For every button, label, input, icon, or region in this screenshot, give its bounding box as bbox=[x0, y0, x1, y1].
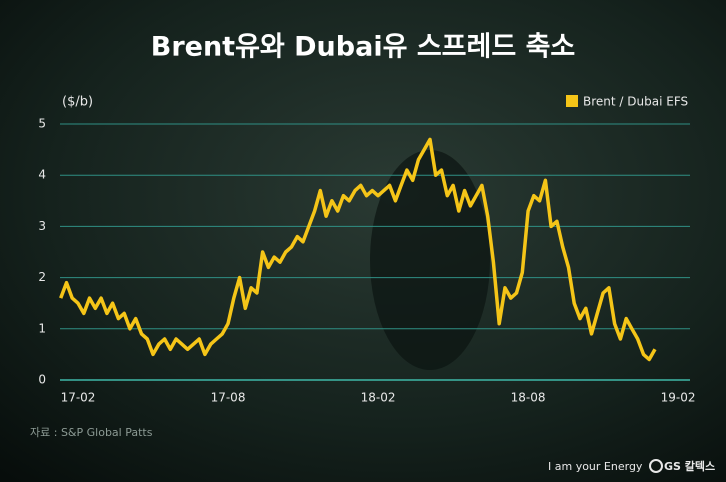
brand-logo bbox=[649, 459, 663, 473]
legend-label: Brent / Dubai EFS bbox=[583, 95, 688, 109]
y-tick-label: 4 bbox=[38, 168, 46, 182]
y-tick-label: 0 bbox=[38, 373, 46, 387]
data-line bbox=[59, 137, 657, 362]
source: 자료 : S&P Global Patts bbox=[30, 426, 153, 439]
brand: GS 칼텍스 bbox=[664, 459, 715, 473]
y-tick-label: 1 bbox=[38, 321, 46, 335]
x-tick-label: 19-02 bbox=[661, 391, 696, 405]
x-tick-label: 17-02 bbox=[61, 391, 96, 405]
x-tick-label: 17-08 bbox=[211, 391, 246, 405]
chart-title: Brent유와 Dubai유 스프레드 축소 bbox=[151, 32, 576, 63]
x-tick-label: 18-08 bbox=[511, 391, 546, 405]
slogan: I am your Energy bbox=[548, 460, 643, 473]
y-tick-label: 2 bbox=[38, 270, 46, 284]
legend-swatch bbox=[566, 95, 578, 107]
barrel-shape bbox=[370, 150, 490, 370]
y-tick-label: 3 bbox=[38, 219, 46, 233]
x-tick-label: 18-02 bbox=[361, 391, 396, 405]
y-axis-label: ($/b) bbox=[62, 95, 93, 110]
y-tick-label: 5 bbox=[38, 117, 46, 131]
